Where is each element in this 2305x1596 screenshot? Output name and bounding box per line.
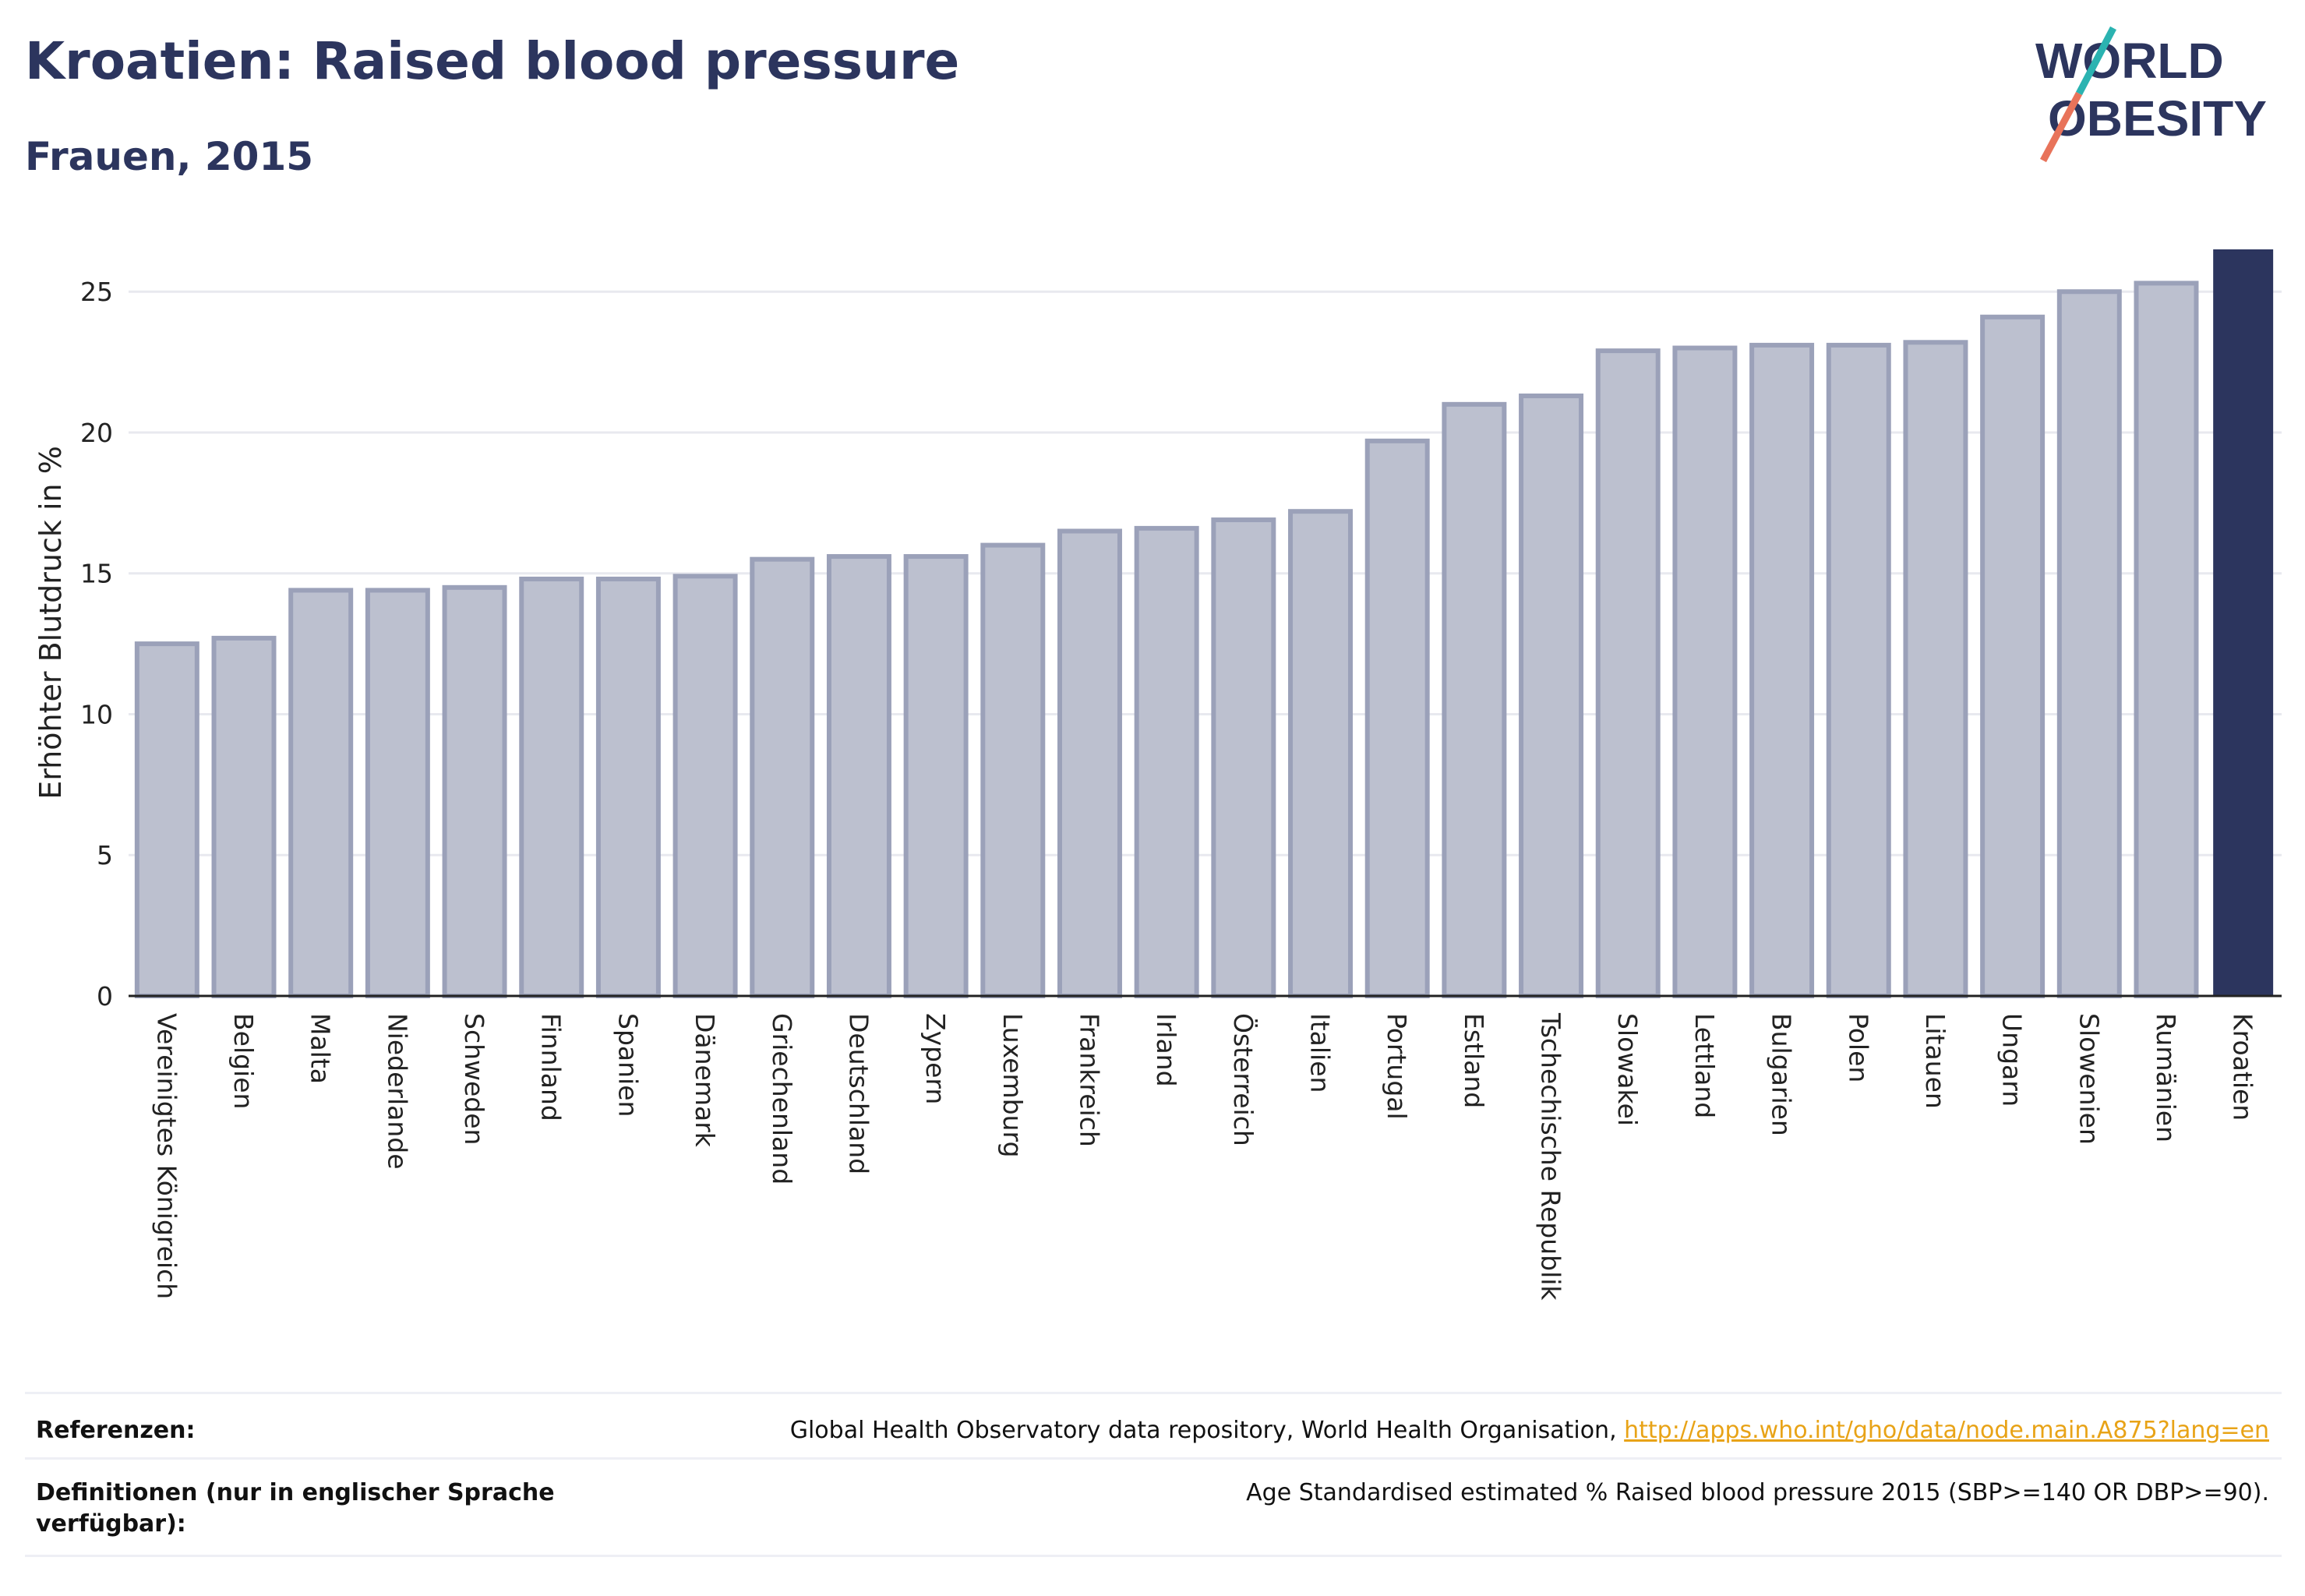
bar	[1672, 345, 1738, 998]
y-tick-label: 20	[80, 418, 113, 448]
bar	[2134, 281, 2199, 999]
bar	[980, 542, 1046, 998]
x-category-label: Zypern	[920, 1013, 951, 1104]
y-tick-label: 25	[80, 277, 113, 307]
x-category-label: Estland	[1459, 1013, 1489, 1108]
logo-slash-teal	[2076, 26, 2116, 96]
bar	[1903, 340, 1968, 999]
bar	[1057, 528, 1122, 998]
x-category-label: Polen	[1843, 1013, 1873, 1082]
bar	[1980, 314, 2046, 998]
x-category-label: Spanien	[612, 1013, 643, 1117]
x-category-label: Litauen	[1920, 1013, 1950, 1109]
x-category-label: Finnland	[536, 1013, 567, 1121]
logo-line1: WORLD	[2035, 33, 2224, 89]
x-category-label: Deutschland	[843, 1013, 874, 1174]
x-category-label: Vereinigtes Königreich	[151, 1013, 182, 1299]
x-category-label: Frankreich	[1074, 1013, 1104, 1147]
bar	[288, 588, 354, 998]
x-category-label: Dänemark	[690, 1013, 720, 1148]
footer-divider-bottom	[25, 1555, 2282, 1557]
bar	[2056, 289, 2122, 998]
x-category-label: Luxemburg	[997, 1013, 1028, 1157]
x-category-label: Griechenland	[767, 1013, 797, 1185]
bar	[750, 556, 815, 998]
bar	[519, 576, 584, 998]
bar	[1442, 401, 1507, 998]
bar	[1519, 393, 1584, 998]
bar	[1134, 525, 1199, 998]
y-tick-label: 0	[97, 981, 113, 1012]
bar	[903, 554, 969, 998]
references-link[interactable]: http://apps.who.int/gho/data/node.main.A…	[1624, 1417, 2269, 1444]
x-category-label: Slowakei	[1612, 1013, 1643, 1126]
definitions-text: Age Standardised estimated % Raised bloo…	[1246, 1479, 2269, 1506]
x-category-label: Malta	[305, 1013, 336, 1084]
definitions-label: Definitionen (nur in englischer Sprache …	[36, 1479, 555, 1538]
logo-slash-coral	[2040, 91, 2082, 163]
y-tick-label: 5	[97, 840, 113, 870]
bar	[1288, 509, 1354, 998]
bar	[1749, 342, 1815, 998]
x-category-label: Rumänien	[2151, 1013, 2181, 1142]
bar	[1595, 348, 1661, 999]
bar-chart: 0 5 10 15 20 25 Vereinigtes Königreich Belgien…	[34, 249, 2282, 1301]
x-category-label: Niederlande	[382, 1013, 412, 1170]
footer-divider-middle	[25, 1457, 2282, 1460]
x-category-label: Schweden	[459, 1013, 489, 1145]
x-category-label: Ungarn	[1997, 1013, 2028, 1107]
x-category-label: Österreich	[1228, 1013, 1259, 1146]
x-category-label: Bulgarien	[1767, 1013, 1797, 1136]
y-axis-ticks: 0 5 10 15 20 25	[80, 277, 113, 1012]
y-axis-title: Erhöhter Blutdruck in %	[34, 446, 68, 800]
bar	[2213, 249, 2274, 996]
x-category-label: Portugal	[1382, 1013, 1412, 1120]
bar	[1364, 438, 1430, 998]
references-label: Referenzen:	[36, 1417, 196, 1444]
bar	[595, 576, 661, 998]
logo-line2: OBESITY	[2048, 90, 2267, 147]
bars	[134, 249, 2274, 999]
bar	[211, 635, 277, 998]
bar	[442, 584, 507, 998]
x-category-label: Tschechische Republik	[1536, 1012, 1566, 1301]
footer-divider-top	[25, 1392, 2282, 1394]
x-category-label: Italien	[1305, 1013, 1336, 1093]
chart-title: Kroatien: Raised blood pressure	[25, 31, 960, 91]
y-tick-label: 15	[80, 559, 113, 589]
bar	[134, 641, 199, 998]
world-obesity-logo: WORLD OBESITY	[2035, 26, 2267, 163]
x-category-label: Kroatien	[2228, 1013, 2258, 1121]
x-axis-labels: Vereinigtes Königreich Belgien Malta Nieder…	[151, 1012, 2257, 1301]
bar	[1826, 342, 1891, 998]
references-text: Global Health Observatory data repositor…	[790, 1415, 2269, 1446]
x-category-label: Lettland	[1689, 1013, 1720, 1118]
bar	[1211, 517, 1276, 998]
x-category-label: Belgien	[228, 1013, 259, 1109]
bar	[365, 588, 430, 998]
y-tick-label: 10	[80, 699, 113, 729]
references-source: Global Health Observatory data repositor…	[789, 1417, 1625, 1444]
bar	[826, 554, 891, 998]
chart-subtitle: Frauen, 2015	[25, 134, 314, 179]
x-category-label: Irland	[1151, 1013, 1181, 1087]
bar	[672, 574, 738, 998]
x-category-label: Slowenien	[2074, 1013, 2104, 1145]
